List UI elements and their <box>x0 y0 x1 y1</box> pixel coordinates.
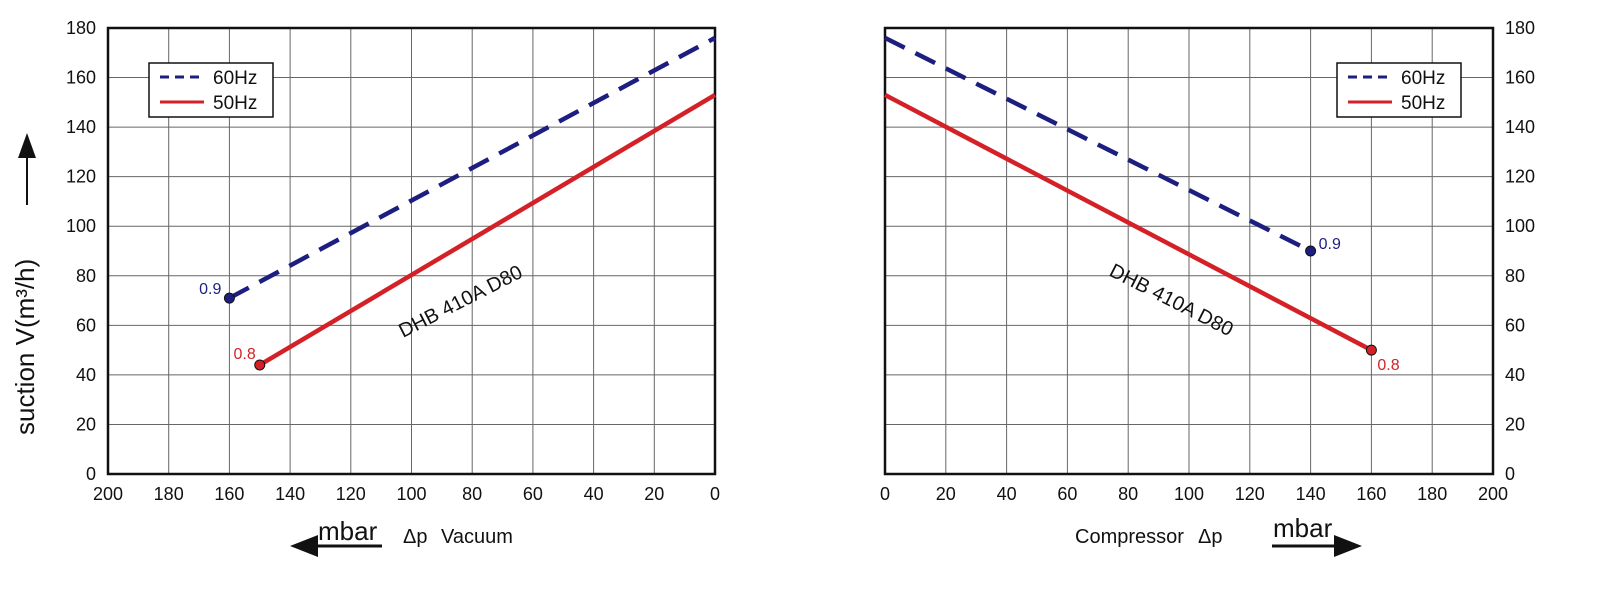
compressor-y-tick-label: 120 <box>1505 167 1535 187</box>
vacuum-series-hz60-line <box>228 35 717 301</box>
vacuum-x-tick-label: 80 <box>462 484 482 504</box>
vacuum-legend: 60Hz 50Hz <box>148 62 274 118</box>
vacuum-x-tick-label: 100 <box>396 484 426 504</box>
compressor-series-hz60-endpoint <box>1305 245 1317 257</box>
compressor-y-tick-label: 40 <box>1505 365 1525 385</box>
compressor-y-tick-label: 20 <box>1505 414 1525 434</box>
vacuum-legend-box <box>148 62 274 118</box>
vacuum-caption: Vacuum <box>441 526 513 548</box>
vacuum-plot-frame <box>106 26 717 476</box>
compressor-grid <box>883 26 1495 476</box>
compressor-y-tick-label: 60 <box>1505 315 1525 335</box>
compressor-x-tick-label: 160 <box>1356 484 1386 504</box>
compressor-x-tick-label: 60 <box>1057 484 1077 504</box>
compressor-x-tick-label: 180 <box>1417 484 1447 504</box>
vacuum-y-ticks: 0 20 40 60 80 100 120 140 160 180 <box>66 18 96 484</box>
compressor-legend-box <box>1336 62 1462 118</box>
vacuum-panel: 200 180 160 140 120 100 80 60 40 20 0 020406080100… <box>66 18 720 557</box>
compressor-legend-60hz-label: 60Hz <box>1401 68 1445 89</box>
vacuum-x-tick-label: 140 <box>275 484 305 504</box>
vacuum-series: 0.9 0.8 <box>199 35 717 371</box>
compressor-series-hz50-endpoint <box>1365 344 1377 356</box>
vacuum-series-hz60-endpoint <box>223 292 235 304</box>
y-axis-arrow-icon <box>18 133 36 158</box>
vacuum-y-tick-label: 20 <box>76 414 96 434</box>
vacuum-series-hz60-end-label: 0.9 <box>199 281 221 298</box>
compressor-legend-50hz-label: 50Hz <box>1401 93 1445 114</box>
vacuum-x-caption: mbar Δp Vacuum <box>290 516 513 557</box>
vacuum-y-tick-label: 80 <box>76 266 96 286</box>
compressor-y-tick-label: 140 <box>1505 117 1535 137</box>
compressor-x-tick-label: 40 <box>997 484 1017 504</box>
vacuum-x-tick-label: 180 <box>154 484 184 504</box>
vacuum-y-tick-label: 100 <box>66 216 96 236</box>
vacuum-y-tick-label: 180 <box>66 18 96 38</box>
compressor-x-caption: Compressor Δp mbar <box>1075 513 1362 557</box>
vacuum-y-tick-label: 0 <box>86 464 96 484</box>
vacuum-x-tick-label: 160 <box>214 484 244 504</box>
vacuum-series-hz50-endpoint <box>254 359 266 371</box>
vacuum-delta-label: Δp <box>403 526 427 548</box>
compressor-x-tick-label: 80 <box>1118 484 1138 504</box>
compressor-x-tick-label: 0 <box>880 484 890 504</box>
y-axis-label: suction V(m³/h) <box>10 259 40 435</box>
compressor-series-hz50-line <box>883 92 1373 353</box>
compressor-y-tick-label: 80 <box>1505 266 1525 286</box>
compressor-caption: Compressor <box>1075 526 1184 548</box>
compressor-delta-label: Δp <box>1198 526 1222 548</box>
compressor-y-ticks: 0 20 40 60 80 100 120 140 160 180 <box>1505 18 1535 484</box>
vacuum-x-tick-label: 20 <box>644 484 664 504</box>
vacuum-grid <box>106 26 717 476</box>
compressor-model-label: DHB 410A D80 <box>1106 260 1237 341</box>
vacuum-series-hz50-line <box>258 92 717 367</box>
vacuum-y-tick-label: 140 <box>66 117 96 137</box>
vacuum-direction-arrow-icon <box>290 535 318 557</box>
compressor-series-hz50-end-label: 0.8 <box>1377 357 1399 374</box>
compressor-panel: 0 20 40 60 80 100 120 140 160 180 200 0 20 40 60 80 100… <box>880 18 1535 557</box>
y-axis-title: suction V(m³/h) <box>10 133 40 435</box>
vacuum-x-tick-label: 40 <box>584 484 604 504</box>
compressor-x-tick-label: 100 <box>1174 484 1204 504</box>
vacuum-x-tick-label: 0 <box>710 484 720 504</box>
compressor-series: 0.9 0.8 <box>883 35 1400 374</box>
compressor-x-tick-label: 20 <box>936 484 956 504</box>
compressor-x-tick-label: 120 <box>1235 484 1265 504</box>
compressor-series-hz60-line <box>883 35 1312 254</box>
vacuum-y-tick-label: 60 <box>76 315 96 335</box>
compressor-legend: 60Hz 50Hz <box>1336 62 1462 118</box>
vacuum-x-tick-label: 120 <box>336 484 366 504</box>
compressor-y-tick-label: 180 <box>1505 18 1535 38</box>
compressor-y-tick-label: 160 <box>1505 68 1535 88</box>
vacuum-x-tick-label: 60 <box>523 484 543 504</box>
vacuum-x-tick-label: 200 <box>93 484 123 504</box>
vacuum-y-tick-label: 160 <box>66 68 96 88</box>
compressor-unit-label: mbar <box>1273 513 1333 543</box>
vacuum-y-tick-label: 40 <box>76 365 96 385</box>
vacuum-legend-50hz-label: 50Hz <box>213 93 257 114</box>
vacuum-unit-label: mbar <box>318 516 378 546</box>
vacuum-y-tick-label: 120 <box>66 167 96 187</box>
compressor-series-hz60-end-label: 0.9 <box>1319 236 1341 253</box>
vacuum-legend-60hz-label: 60Hz <box>213 68 257 89</box>
compressor-x-tick-label: 140 <box>1296 484 1326 504</box>
vacuum-x-ticks: 200 180 160 140 120 100 80 60 40 20 0 <box>93 484 720 504</box>
compressor-y-tick-label: 0 <box>1505 464 1515 484</box>
compressor-direction-arrow-icon <box>1334 535 1362 557</box>
compressor-plot-frame <box>883 26 1495 476</box>
compressor-y-tick-label: 100 <box>1505 216 1535 236</box>
vacuum-series-hz50-end-label: 0.8 <box>234 346 256 363</box>
compressor-x-tick-label: 200 <box>1478 484 1508 504</box>
compressor-x-ticks: 0 20 40 60 80 100 120 140 160 180 200 <box>880 484 1508 504</box>
